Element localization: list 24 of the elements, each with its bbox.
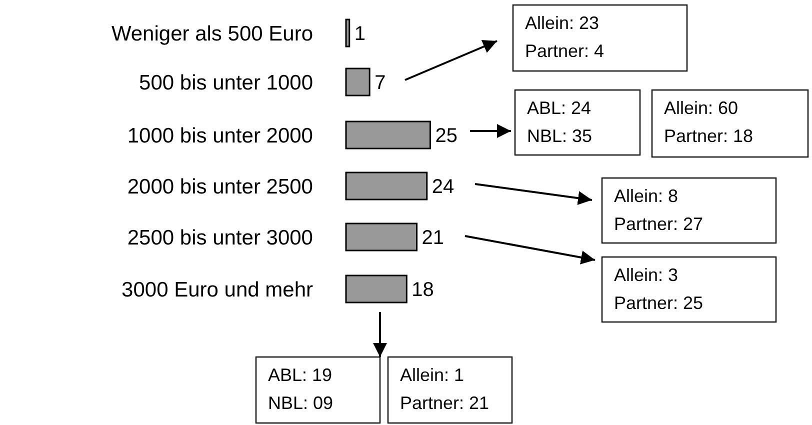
bar (345, 120, 431, 150)
text: ABL: 19 NBL: 09 (268, 365, 334, 413)
y-tick-label: Weniger als 500 Euro (111, 22, 313, 46)
y-tick-label: 2000 bis unter 2500 (127, 175, 313, 198)
data-label: 24 (432, 176, 454, 198)
bar (345, 222, 418, 252)
y-tick-label: 500 bis unter 1000 (139, 71, 313, 94)
bar (345, 18, 350, 48)
y-tick-label: 2500 bis unter 3000 (127, 226, 313, 250)
bar (345, 274, 408, 304)
y-tick-label: 3000 Euro und mehr (122, 278, 313, 302)
bar (345, 172, 428, 200)
y-tick-label: 1000 bis unter 2000 (127, 124, 313, 148)
data-label: 7 (374, 72, 386, 94)
data-label: 18 (412, 279, 434, 301)
text: Allein: 23 Partner: 4 (525, 13, 604, 61)
data-label: 21 (422, 227, 444, 249)
data-label: 25 (435, 125, 458, 147)
text: ABL: 24 NBL: 35 (527, 98, 592, 146)
text: Allein: 8 Partner: 27 (614, 186, 704, 234)
data-label: 1 (354, 23, 366, 45)
text: Allein: 3 Partner: 25 (614, 265, 704, 313)
text: Allein: 1 Partner: 21 (400, 365, 490, 413)
text: Allein: 60 Partner: 18 (664, 98, 754, 146)
